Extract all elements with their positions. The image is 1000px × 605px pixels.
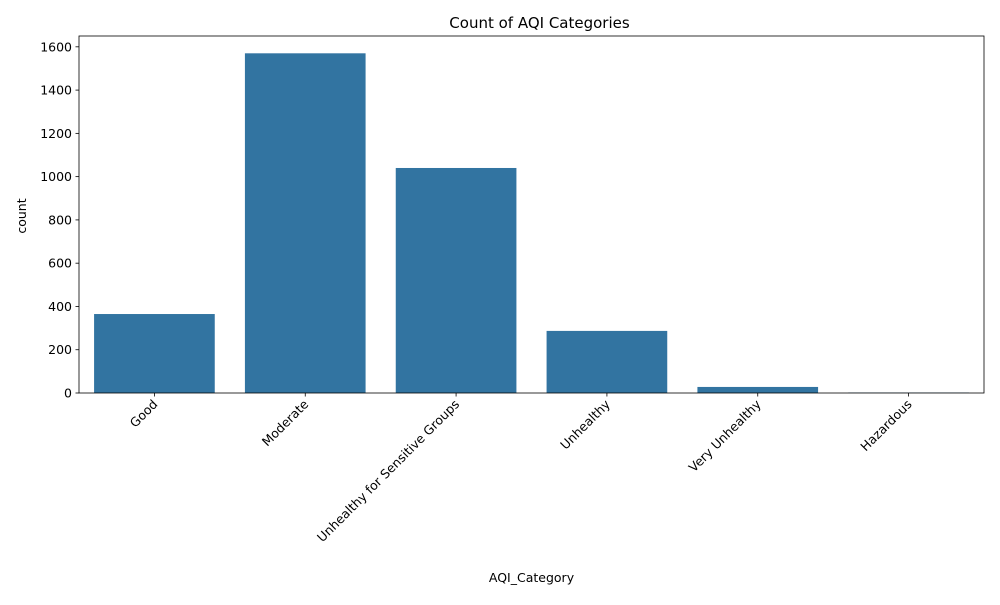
bar-unhealthy [547,331,668,393]
y-ticks: 0 200 400 600 800 1000 1200 1400 1600 [40,39,79,400]
x-tick-label: Unhealthy [557,396,613,452]
y-tick-label: 1400 [40,83,72,98]
bar-unhealthy-for-sensitive-groups [396,168,517,393]
x-tick-label: Moderate [259,396,312,449]
chart-title: Count of AQI Categories [449,14,630,32]
y-tick-label: 200 [48,342,72,357]
y-tick-label: 800 [48,212,72,227]
x-tick-label: Hazardous [857,397,914,454]
y-tick-label: 1200 [40,126,72,141]
x-tick-label: Good [127,397,161,431]
x-tick-label: Unhealthy for Sensitive Groups [314,397,462,545]
x-tick-label: Very Unhealthy [686,396,765,475]
x-axis-label: AQI_Category [489,570,575,585]
y-tick-label: 600 [48,256,72,271]
bar-moderate [245,53,366,393]
bar-good [94,314,215,393]
bars-layer [94,53,969,393]
y-tick-label: 400 [48,299,72,314]
y-tick-label: 0 [64,386,72,401]
bar-very-unhealthy [697,387,818,393]
y-tick-label: 1600 [40,39,72,54]
y-axis-label: count [14,198,29,233]
y-tick-label: 1000 [40,169,72,184]
